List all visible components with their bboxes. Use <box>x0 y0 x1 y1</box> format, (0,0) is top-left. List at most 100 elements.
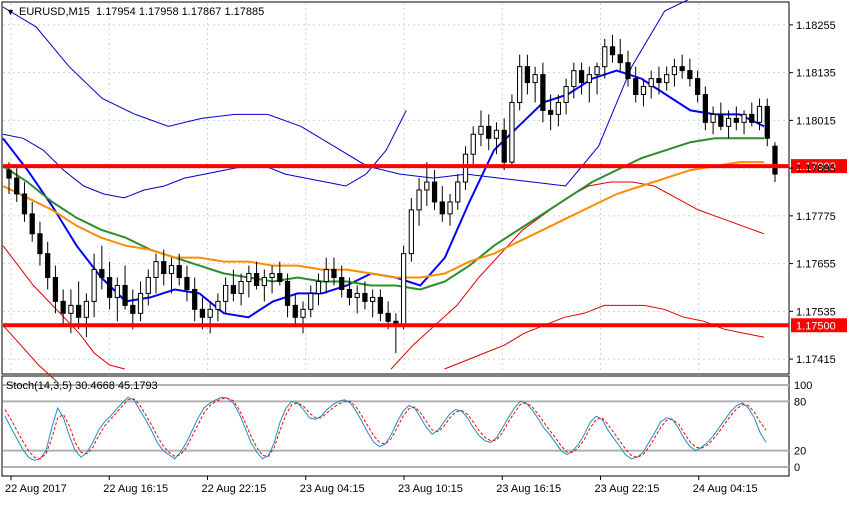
candle-body-bull <box>555 101 561 115</box>
candle <box>83 293 90 338</box>
candle-body-bear <box>718 113 724 127</box>
candle <box>192 277 198 322</box>
candle <box>640 78 647 107</box>
candle <box>586 66 592 103</box>
candle <box>230 269 237 302</box>
candle <box>571 62 577 99</box>
candle <box>702 86 708 131</box>
candle <box>114 277 120 322</box>
candle <box>60 289 66 326</box>
candle <box>764 98 770 147</box>
candle-body-bull <box>91 269 97 302</box>
moving-averages <box>2 69 765 319</box>
candle-body-bear <box>339 277 345 290</box>
candle-body-bear <box>284 280 291 306</box>
candle-body-bull <box>725 117 732 127</box>
candle-body-bear <box>37 233 43 255</box>
candle <box>694 70 701 103</box>
price-tick-label: 1.17655 <box>796 259 836 271</box>
candle-body-bear <box>764 105 770 139</box>
candle <box>99 245 105 290</box>
candle <box>602 38 608 79</box>
candle <box>679 54 685 79</box>
candle-body-bull <box>168 265 175 275</box>
stoch-label: Stoch(14,3,5) 30.4668 45.1793 <box>6 380 158 392</box>
candle-body-bear <box>385 312 391 322</box>
candle <box>501 118 507 171</box>
candle-body-bear <box>52 277 59 302</box>
candle-body-bull <box>323 269 329 282</box>
candle <box>269 265 275 294</box>
candle-body-bear <box>679 66 685 72</box>
candle <box>161 249 167 286</box>
candle-body-bull <box>238 280 244 294</box>
candle-body-bear <box>106 277 113 298</box>
candle-body-bull <box>594 66 600 76</box>
candle-body-bear <box>60 300 66 314</box>
candle <box>478 110 484 147</box>
candle-body-bear <box>377 296 384 314</box>
candle <box>555 94 561 127</box>
candle-body-bull <box>416 189 422 211</box>
candle-body-bear <box>199 308 206 318</box>
candle <box>400 245 407 330</box>
price-tick-label: 1.18135 <box>796 68 836 80</box>
candle <box>21 182 28 222</box>
candle <box>370 289 376 318</box>
stoch-main-line <box>4 396 767 461</box>
candle-body-bear <box>130 304 136 314</box>
candle-body-bull <box>300 308 306 318</box>
candle <box>733 106 739 131</box>
candle-body-bear <box>687 70 693 80</box>
time-tick-label: 23 Aug 10:15 <box>398 483 463 495</box>
candle-body-bull <box>153 261 159 279</box>
candle <box>323 257 329 294</box>
candle-body-bear <box>617 54 623 64</box>
candle <box>509 94 515 167</box>
candle <box>292 293 298 326</box>
candle <box>130 289 136 330</box>
candle <box>424 162 430 206</box>
time-tick-label: 22 Aug 2017 <box>5 483 67 495</box>
candle <box>756 98 763 131</box>
candle <box>671 58 678 87</box>
candle-body-bear <box>331 269 337 279</box>
candle <box>664 66 670 91</box>
candle-body-bear <box>29 213 35 235</box>
candle-body-bear <box>694 78 701 96</box>
candle <box>284 273 291 318</box>
candle <box>76 281 82 330</box>
candle-body-bull <box>478 125 484 135</box>
candle <box>725 110 732 139</box>
candle <box>122 265 128 310</box>
candle-body-bear <box>772 145 778 175</box>
candle <box>741 110 747 135</box>
candle <box>176 253 182 286</box>
price-tick-label: 1.17895 <box>796 163 836 175</box>
candle <box>772 142 778 183</box>
candle-body-bull <box>648 78 654 88</box>
time-axis: 22 Aug 2017 22 Aug 16:15 22 Aug 22:15 23 Au… <box>5 476 758 495</box>
candle-body-bear <box>749 113 755 123</box>
symbol-header[interactable]: ▼ EURUSD,M15 1.17954 1.17958 1.17867 1.1… <box>6 6 264 18</box>
level-price-tag <box>791 159 847 174</box>
candle-body-bear <box>625 62 631 80</box>
level-lines[interactable]: 1.17900 1.17500 <box>3 159 847 333</box>
candle-body-bear <box>230 284 237 294</box>
level-price-label: 1.17900 <box>796 161 836 173</box>
stoch-signal-line <box>4 397 767 460</box>
candle-body-bear <box>76 304 82 318</box>
candle <box>354 285 360 314</box>
candle-body-bull <box>68 304 74 314</box>
time-tick-label: 24 Aug 04:15 <box>693 483 758 495</box>
price-pane-frame <box>1 1 790 375</box>
candle <box>517 54 523 111</box>
candle-body-bull <box>315 280 322 294</box>
menu-toggle-icon[interactable]: ▼ <box>6 7 15 17</box>
time-tick-label: 23 Aug 22:15 <box>595 483 660 495</box>
candle-body-bull <box>370 296 376 302</box>
candle-body-bear <box>733 117 739 123</box>
candle-body-bull <box>215 300 221 310</box>
candle-body-bear <box>161 261 167 275</box>
candle-body-bull <box>532 74 538 84</box>
